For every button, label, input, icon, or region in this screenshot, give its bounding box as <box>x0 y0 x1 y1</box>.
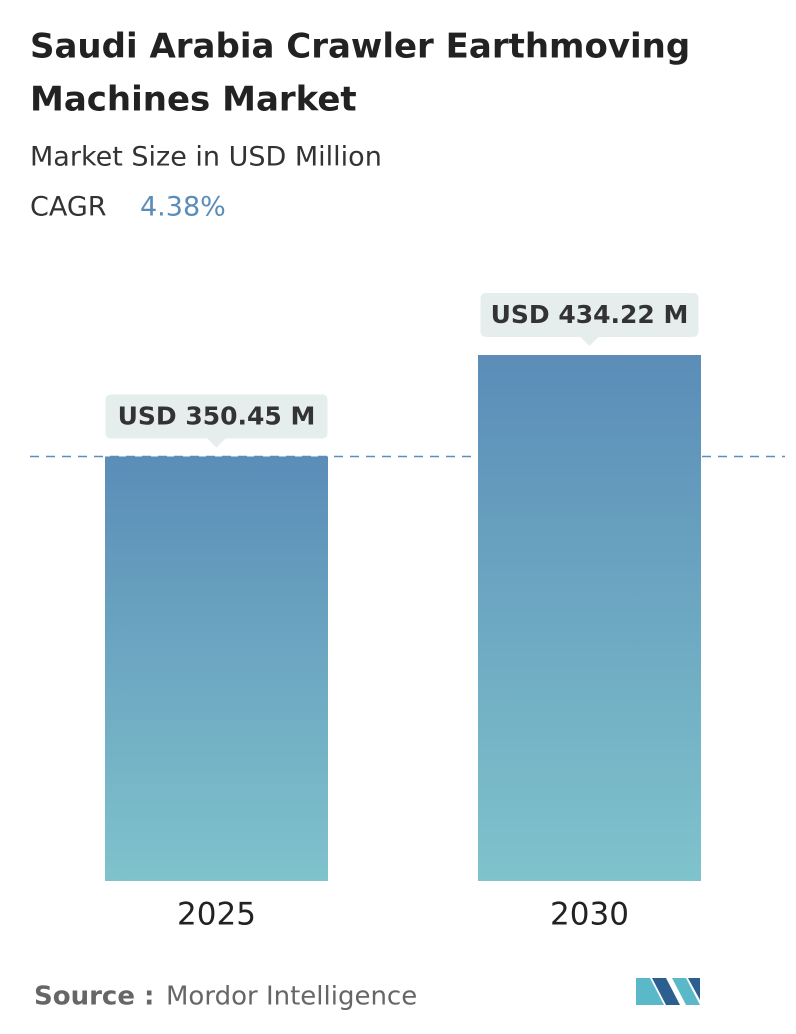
value-label-box <box>480 293 699 337</box>
source: Mordor Intelligence <box>166 982 417 1012</box>
logo <box>636 978 700 1005</box>
x-tick-label: 2025 <box>177 897 256 933</box>
chart-title: Machines Market <box>30 80 357 120</box>
chart-title: Saudi Arabia Crawler Earthmoving <box>30 27 690 67</box>
cagr-label: CAGR <box>30 192 107 223</box>
value-label-pointer <box>580 337 599 346</box>
cagr-value: 4.38% <box>140 192 226 223</box>
bar <box>478 355 701 881</box>
value-label: USD 434.22 M <box>491 300 689 329</box>
value-label: USD 350.45 M <box>118 401 316 430</box>
x-tick-label: 2030 <box>550 897 629 933</box>
value-label-pointer <box>207 438 226 448</box>
source-label: Source : <box>34 982 154 1012</box>
bar <box>105 456 328 881</box>
chart-subtitle: Market Size in USD Million <box>30 142 382 173</box>
value-label-box <box>105 394 328 439</box>
